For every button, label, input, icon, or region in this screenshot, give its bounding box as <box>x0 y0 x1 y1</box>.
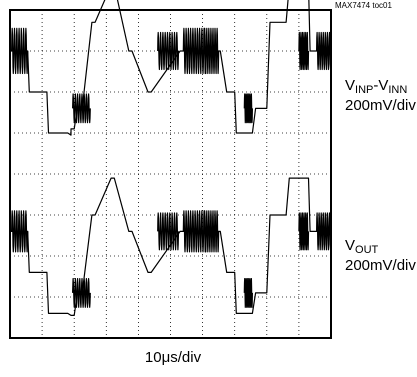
channel-1-label-main: V <box>345 77 355 94</box>
trace-1-burst-7 <box>298 31 310 71</box>
trace-1-burst-2 <box>72 93 91 124</box>
trace-1-burst-8 <box>316 31 332 71</box>
scope-traces <box>10 0 332 316</box>
trace-1-burst-6 <box>243 93 253 124</box>
trace-2-burst-8 <box>316 212 332 251</box>
scope-frame <box>9 9 332 339</box>
trace-2-burst-6 <box>243 278 253 308</box>
channel-1-label-sub-2: INN <box>388 84 407 96</box>
trace-1-burst-5 <box>203 27 220 75</box>
channel-2-label: VOUT <box>345 237 379 256</box>
trace-1-step-waveform <box>10 0 331 136</box>
channel-2-label-sub-1: OUT <box>355 244 379 256</box>
channel-1-scale: 200mV/div <box>345 97 416 114</box>
channel-1-label-sep: -V <box>373 77 388 94</box>
channel-2-scale: 200mV/div <box>345 257 416 274</box>
trace-2-burst-4 <box>182 210 207 253</box>
channel-1-label-sub-1: INP <box>355 84 373 96</box>
figure-id: MAX7474 toc01 <box>335 1 392 10</box>
trace-1-burst-3 <box>157 31 180 71</box>
channel-2-label-main: V <box>345 237 355 254</box>
trace-2-step-waveform <box>10 177 331 316</box>
trace-2-burst-5 <box>203 210 220 253</box>
trace-2-burst-2 <box>72 278 91 308</box>
x-axis-label: 10μs/div <box>145 349 202 366</box>
trace-2-burst-3 <box>157 212 180 251</box>
channel-1-label: VINP-VINN <box>345 77 407 96</box>
trace-2-burst-1 <box>11 210 29 253</box>
trace-1-burst-4 <box>182 27 207 75</box>
trace-1-burst-1 <box>11 27 29 75</box>
trace-2-burst-7 <box>298 212 310 251</box>
